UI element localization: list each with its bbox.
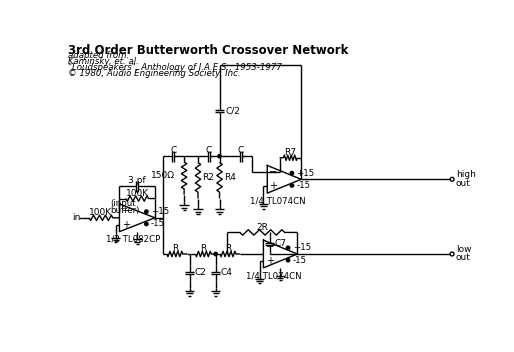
Text: +: + [266,256,273,266]
Text: R2: R2 [203,173,214,182]
Text: −: − [266,242,273,252]
Text: R7: R7 [284,148,297,157]
Text: 100K: 100K [89,208,113,217]
Text: out: out [456,253,471,262]
Text: -15: -15 [297,181,310,190]
Text: buffer): buffer) [110,206,140,215]
Text: 150Ω: 150Ω [151,171,175,180]
Text: R4: R4 [224,173,236,182]
Text: (input: (input [110,200,136,208]
Circle shape [218,155,221,158]
Text: 1/4 TL074CN: 1/4 TL074CN [246,271,302,280]
Text: +15: +15 [292,243,311,252]
Text: C: C [238,145,244,155]
Circle shape [214,252,217,256]
Text: 100K: 100K [125,189,149,198]
Text: © 1980, Audio Engineering Society, Inc.: © 1980, Audio Engineering Society, Inc. [68,69,241,78]
Text: Kaminsky, et. al.: Kaminsky, et. al. [68,57,139,66]
Text: C4: C4 [221,268,232,277]
Text: C: C [170,145,176,155]
Text: high: high [456,170,476,179]
Circle shape [145,222,148,226]
Text: -15: -15 [292,256,307,265]
Text: −: − [121,206,130,216]
Text: low: low [456,245,471,254]
Text: 3rd Order Butterworth Crossover Network: 3rd Order Butterworth Crossover Network [68,44,348,57]
Text: 1/2 TL082CP: 1/2 TL082CP [106,235,160,244]
Circle shape [450,252,454,256]
Text: R: R [172,244,178,253]
Text: +15: +15 [297,169,315,178]
Text: out: out [456,179,471,188]
Text: 2R: 2R [256,222,268,232]
Text: R: R [225,244,231,253]
Text: C/2: C/2 [226,106,241,115]
Circle shape [290,171,293,175]
Text: 3 pf: 3 pf [128,176,146,184]
Circle shape [450,177,454,181]
Text: C: C [206,145,212,155]
Text: adapted from:: adapted from: [68,51,129,60]
Circle shape [286,246,290,250]
Text: 1/4 TL074CN: 1/4 TL074CN [250,196,306,205]
Text: C7: C7 [275,239,287,249]
Text: +: + [269,181,278,191]
Circle shape [290,184,293,187]
Text: +15: +15 [151,207,169,216]
Text: -15: -15 [151,219,165,228]
Circle shape [145,210,148,213]
Circle shape [286,258,290,262]
Text: in: in [72,213,81,222]
Text: R: R [200,244,207,253]
Text: −: − [269,167,278,177]
Text: "Loudspeakers", Anthology of J.A.E.S., 1953-1977: "Loudspeakers", Anthology of J.A.E.S., 1… [68,63,282,72]
Text: +: + [122,220,130,230]
Text: C2: C2 [194,268,206,277]
